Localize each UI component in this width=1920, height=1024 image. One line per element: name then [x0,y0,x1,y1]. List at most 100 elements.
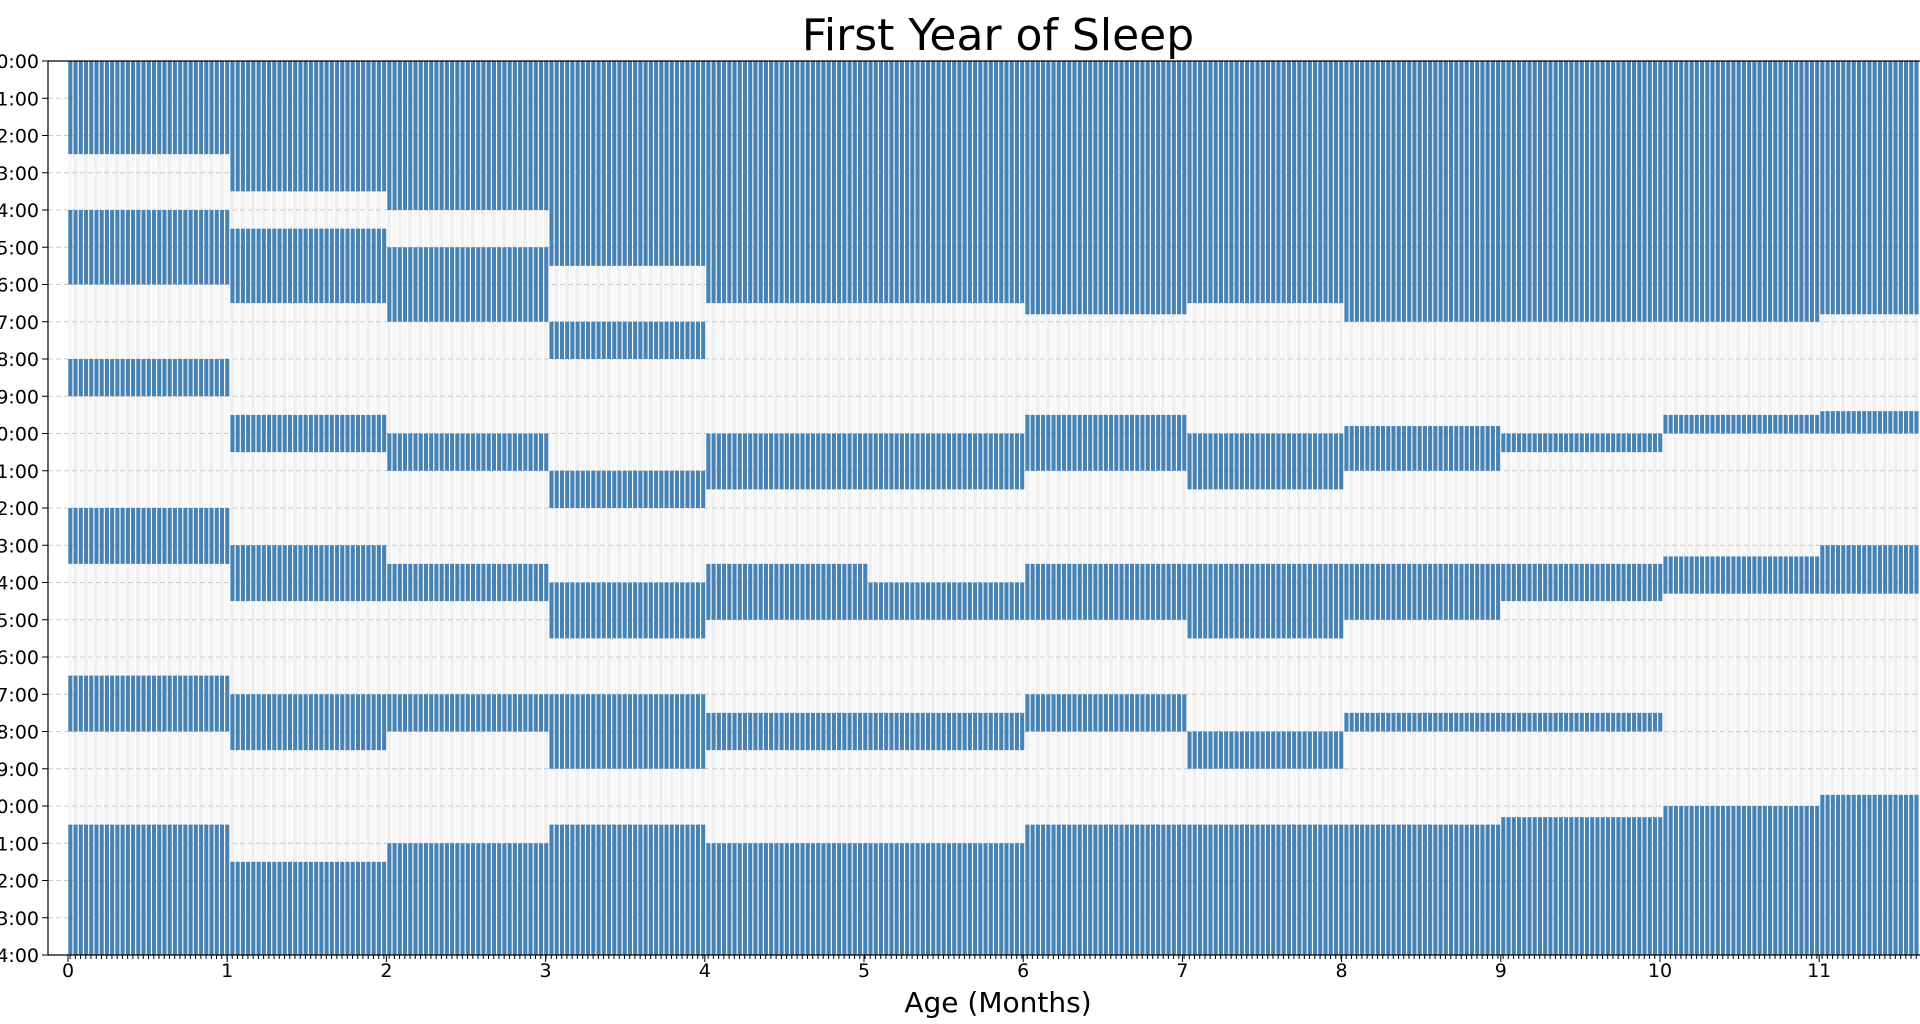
sleep-bar [1239,433,1244,490]
sleep-bar [999,843,1004,955]
sleep-bar [831,433,836,490]
sleep-bar [1323,731,1328,769]
sleep-bar [528,61,533,210]
day-stripe [1867,61,1872,955]
sleep-bar [1103,61,1108,315]
sleep-bar [1877,411,1882,434]
sleep-bar [1391,426,1396,471]
sleep-bar [1370,563,1375,620]
day-stripe [1699,61,1704,955]
sleep-bar [638,694,643,769]
sleep-bar [612,582,617,639]
sleep-bar [554,470,559,508]
sleep-bar [674,694,680,769]
sleep-bar [842,712,847,751]
sleep-bar [1459,426,1464,471]
sleep-bar [1893,61,1898,315]
sleep-bar [669,582,674,639]
sleep-bar [1537,433,1542,453]
sleep-bar [146,824,151,955]
sleep-bar [1888,411,1893,434]
day-stripe [533,61,538,955]
day-stripe [413,61,418,955]
sleep-bar [1297,563,1302,639]
y-tick-label: 09:00 [0,386,39,408]
sleep-bar [382,228,387,304]
sleep-bar [293,861,298,955]
sleep-bar [366,694,371,751]
sleep-bar [1516,817,1522,955]
sleep-bar [94,508,99,564]
sleep-bar [575,321,580,359]
sleep-bar [450,843,455,955]
sleep-bar [622,582,627,639]
sleep-bar [1197,433,1203,490]
sleep-bar [627,694,632,769]
sleep-bar [570,61,575,266]
sleep-bar [580,470,585,508]
sleep-bar [695,694,700,769]
sleep-bar [1224,824,1229,955]
day-stripe [1501,61,1506,955]
sleep-bar [392,247,397,322]
sleep-bar [905,582,910,620]
sleep-bar [575,694,580,769]
sleep-bar [172,824,177,955]
sleep-bar [1276,61,1281,304]
sleep-bar [1527,712,1532,732]
sleep-bar [1747,414,1752,434]
sleep-bar [1449,563,1454,620]
sleep-bar [946,843,952,955]
sleep-bar [1396,824,1401,955]
sleep-bar [847,61,852,304]
sleep-bar [523,694,528,732]
sleep-bar [1804,806,1809,955]
sleep-bar [910,433,915,490]
sleep-bar [1757,806,1762,955]
sleep-bar [1056,694,1061,732]
sleep-bar [1365,426,1370,471]
sleep-bar [73,359,78,397]
sleep-bar [1684,414,1689,434]
sleep-bar [654,694,659,769]
sleep-bar [962,433,967,490]
sleep-bar [1731,61,1736,322]
sleep-bar [952,843,957,955]
sleep-bar [732,843,737,955]
sleep-bar [481,247,486,322]
sleep-bar [355,545,361,602]
sleep-bar [314,61,319,192]
sleep-bar [753,712,758,751]
sleep-bar [1061,824,1067,955]
sleep-bar [115,508,120,564]
sleep-bar [586,694,591,769]
sleep-bar [1375,563,1380,620]
sleep-bar [110,359,115,397]
y-tick-label: 10:00 [0,424,39,446]
sleep-bar [1516,433,1522,453]
sleep-bar [967,843,972,955]
sleep-bar [507,247,512,322]
sleep-bar [612,321,617,359]
sleep-bar [999,712,1004,751]
sleep-bar [1496,712,1501,732]
sleep-bar [842,563,847,620]
sleep-bar [1323,61,1328,304]
day-stripe [523,61,528,955]
sleep-bar [1041,414,1046,471]
sleep-bar [277,228,282,304]
sleep-bar [1501,817,1506,955]
day-stripe [277,61,282,955]
sleep-bar [1192,824,1197,955]
sleep-bar [967,582,972,620]
sleep-bar [1124,563,1129,620]
sleep-bar [78,359,83,397]
sleep-bar [753,61,758,304]
sleep-bar [183,508,188,564]
sleep-bar [355,414,361,453]
sleep-bar [340,861,345,955]
sleep-bar [1093,824,1098,955]
sleep-bar [1443,712,1448,732]
sleep-bar [538,61,544,210]
sleep-bar [905,433,910,490]
